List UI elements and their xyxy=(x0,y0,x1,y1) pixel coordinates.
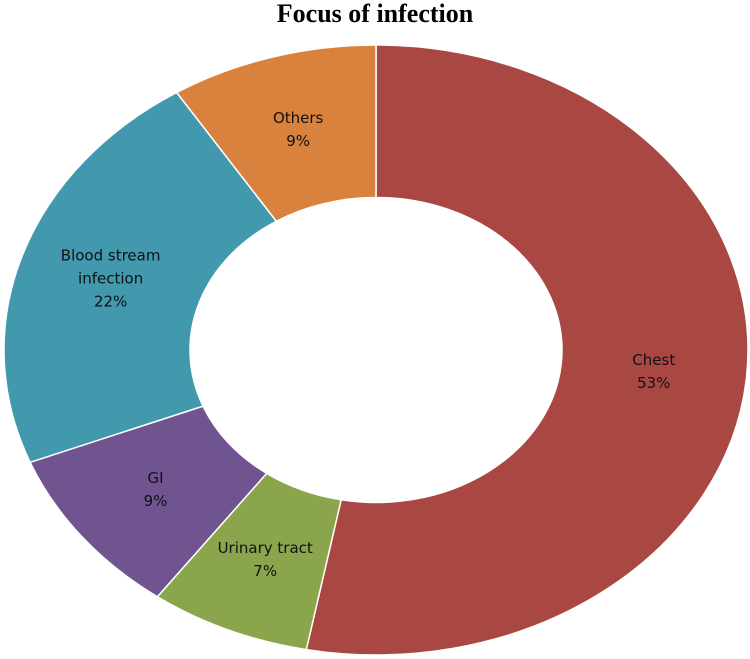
category-label: Chest xyxy=(632,350,676,369)
donut-slice xyxy=(175,44,377,223)
slice-label: GI 9% xyxy=(81,467,231,513)
value-label: 9% xyxy=(143,492,168,511)
slice-label: Chest 53% xyxy=(579,349,729,395)
donut-slice xyxy=(3,91,278,464)
slice-label: Others 9% xyxy=(223,107,373,153)
category-label: Others xyxy=(272,109,324,128)
value-label: 9% xyxy=(286,132,311,151)
value-label: 7% xyxy=(253,561,278,580)
slice-label: Blood stream infection 22% xyxy=(36,245,186,314)
chart-title: Focus of infection xyxy=(276,0,474,28)
slice-label: Urinary tract 7% xyxy=(190,537,340,583)
donut-slice xyxy=(305,44,749,656)
category-label: Urinary tract xyxy=(217,538,313,557)
value-label: 22% xyxy=(93,292,128,311)
value-label: 53% xyxy=(637,373,671,392)
category-label: GI xyxy=(147,469,164,488)
category-label: Blood stream infection xyxy=(60,246,161,288)
